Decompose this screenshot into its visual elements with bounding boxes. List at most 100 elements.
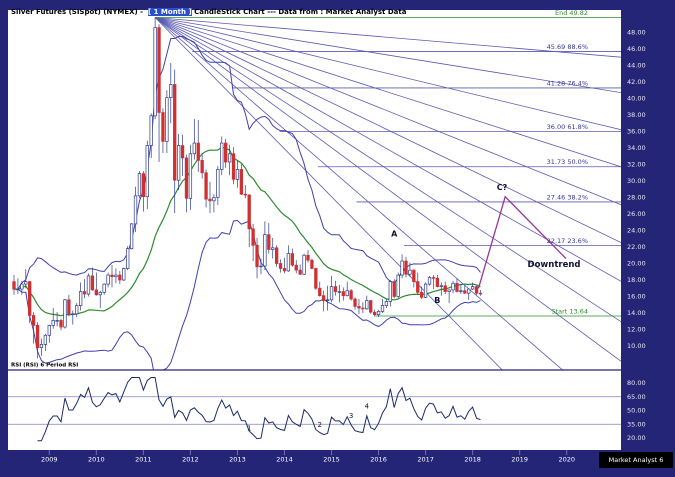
year-label: 2009 [41,456,58,464]
rsi-line [37,377,481,442]
rsi-label: RSI (RSI) 6 Period RSI [11,363,78,369]
candle-down [94,289,98,296]
candle-up [423,283,428,298]
candle-down [349,290,353,300]
price-axis-tick: 46.00 [627,45,646,53]
candle-up [329,286,334,301]
fan-line [155,17,621,58]
candle-down [404,260,408,275]
year-label: 2014 [276,456,293,464]
candle-down [416,281,420,293]
candle-up [384,301,389,306]
candle-up [165,97,169,142]
candle-up [439,285,443,287]
candle-down [290,253,294,266]
candle-down [306,254,310,261]
fan-line [154,17,564,370]
candle-down [12,281,16,290]
candle-up [337,291,342,293]
candle-down [455,282,459,292]
candle-up [149,115,153,146]
chart-title-interval-highlight[interactable]: [ 1 Month ] [147,8,192,16]
fan-line [154,17,621,323]
candle-down [420,292,424,298]
gann-fan-lines [154,17,621,370]
price-axis-tick: 28.00 [627,194,646,202]
fib-level-label: Start 13.64 [551,307,588,315]
candle-down [333,286,338,292]
year-label: 2018 [464,456,481,464]
chart-title-suffix: CandleStick Chart --- Data from : Market… [191,8,407,16]
rsi-axis-tick: 65.00 [627,393,646,401]
candle-up [176,145,181,181]
candle-up [408,269,412,275]
candle-up [43,334,48,345]
fan-line [154,17,621,244]
candle-down [361,307,365,310]
candle-up [86,275,91,295]
candlestick-series [12,17,483,359]
candle-down [431,277,436,279]
candle-down [443,285,447,292]
candle-down [274,247,279,264]
candle-up [55,320,59,322]
candle-up [388,281,392,302]
bollinger-lower-band [14,219,481,370]
candle-up [220,142,224,170]
candle-down [243,193,247,196]
candle-up [129,223,134,249]
candle-up [63,299,67,328]
candle-up [427,277,432,285]
year-label: 2017 [417,456,434,464]
price-axis-tick: 18.00 [627,276,646,284]
fib-level-label: 45.69 88.6% [547,43,588,51]
fib-level-label: 41.28 76.4% [547,79,588,87]
candle-down [463,290,467,294]
fib-level-label: End 49.82 [555,9,588,17]
fan-line [154,17,621,168]
year-label: 2019 [511,456,528,464]
candle-down [369,300,373,313]
candle-up [459,290,463,292]
fan-line [154,17,621,362]
candle-down [310,259,314,269]
candle-down [90,275,95,291]
candle-down [478,292,483,295]
rsi-divergence-number: 3 [349,412,353,420]
annotation-a: A [391,229,398,238]
fan-line [154,17,621,206]
price-axis-tick: 34.00 [627,144,646,152]
candle-up [47,325,51,336]
candle-up [169,84,173,99]
price-axis-tick: 36.00 [627,128,646,136]
rsi-divergence-number: 4 [365,403,370,411]
fan-line [155,17,621,131]
candle-up [227,153,232,163]
fan-line [154,17,503,370]
candle-down [67,299,71,315]
year-label: 2015 [323,456,340,464]
candle-down [224,142,228,163]
candle-down [157,27,161,113]
candle-down [35,325,40,348]
candle-up [126,248,130,269]
price-axis-tick: 30.00 [627,177,646,185]
candle-down [474,286,479,294]
candle-up [400,260,404,276]
price-axis-tick: 22.00 [627,243,646,251]
candle-down [357,306,361,309]
fib-level-label: 36.00 61.8% [547,123,588,131]
candle-down [255,245,259,268]
moving-average-line [14,146,481,317]
candle-down [247,194,251,230]
candle-up [71,313,75,315]
candle-up [24,281,28,285]
candle-up [271,247,275,250]
year-label: 2016 [370,456,387,464]
candle-down [353,298,357,307]
projection-line [477,195,567,289]
candle-up [467,288,471,294]
candle-up [78,291,83,306]
